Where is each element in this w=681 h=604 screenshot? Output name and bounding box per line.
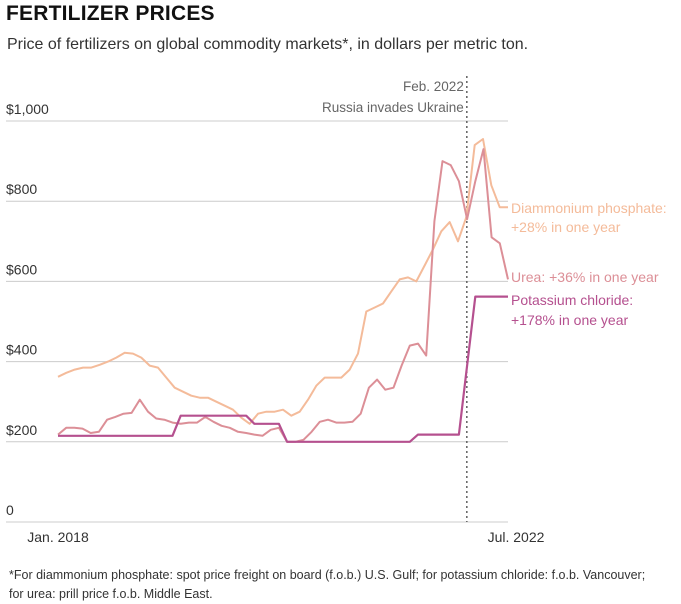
invasion-annotation: Feb. 2022 Russia invades Ukraine <box>322 76 468 522</box>
series-line-potassium-chloride <box>58 295 508 443</box>
y-tick-label: 0 <box>6 502 14 518</box>
series-lines <box>57 138 509 443</box>
y-tick-label: $800 <box>6 181 37 197</box>
series-change-potassium-chloride: +178% in one year <box>511 312 628 328</box>
series-line-urea <box>57 148 509 443</box>
series-label-urea: Urea: +36% in one year <box>511 269 659 285</box>
footnote-line-1: *For diammonium phosphate: spot price fr… <box>9 568 646 582</box>
series-labels: Diammonium phosphate: +28% in one year U… <box>511 200 667 328</box>
gridlines <box>6 120 508 523</box>
series-label-diammonium-phosphate: Diammonium phosphate: <box>511 200 667 216</box>
invasion-date-label: Feb. 2022 <box>403 79 464 94</box>
y-tick-label: $200 <box>6 422 37 438</box>
chart-title: FERTILIZER PRICES <box>6 2 215 25</box>
footnote-line-2: for urea: prill price f.o.b. Middle East… <box>9 587 213 601</box>
x-axis-ticks: Jan. 2018 Jul. 2022 <box>27 529 544 545</box>
x-tick-label-end: Jul. 2022 <box>488 529 545 545</box>
y-tick-label: $400 <box>6 342 37 358</box>
y-axis-ticks: 0 $200 $400 $600 $800 $1,000 <box>6 101 49 518</box>
y-tick-label: $600 <box>6 261 37 277</box>
line-chart: 0 $200 $400 $600 $800 $1,000 Feb. 2022 Russia… <box>6 76 667 545</box>
footnote: *For diammonium phosphate: spot price fr… <box>9 566 669 604</box>
series-change-diammonium-phosphate: +28% in one year <box>511 219 621 235</box>
x-tick-label-start: Jan. 2018 <box>27 529 89 545</box>
y-tick-label: $1,000 <box>6 101 49 117</box>
chart-subtitle: Price of fertilizers on global commodity… <box>7 36 529 53</box>
series-label-potassium-chloride: Potassium chloride: <box>511 292 633 308</box>
invasion-event-label: Russia invades Ukraine <box>322 100 464 115</box>
